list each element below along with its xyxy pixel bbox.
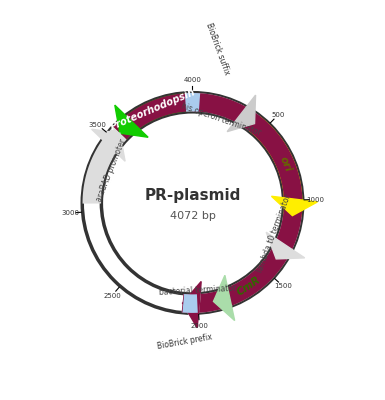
Text: PR-plasmid: PR-plasmid: [144, 188, 241, 203]
Polygon shape: [182, 292, 215, 313]
Polygon shape: [185, 93, 200, 112]
Polygon shape: [249, 116, 303, 217]
Text: BioBrick suffix: BioBrick suffix: [204, 22, 231, 76]
Polygon shape: [271, 196, 317, 216]
Text: araBAD promoter: araBAD promoter: [95, 138, 128, 203]
Text: lambda t0 terminator: lambda t0 terminator: [256, 193, 293, 274]
Polygon shape: [182, 282, 201, 328]
Polygon shape: [213, 275, 234, 320]
Text: 3500: 3500: [89, 122, 107, 128]
Text: 3000: 3000: [61, 210, 79, 216]
Polygon shape: [268, 214, 301, 264]
Text: araC: araC: [89, 224, 107, 252]
Polygon shape: [115, 105, 148, 137]
Text: 4072 bp: 4072 bp: [169, 211, 216, 221]
Text: BioBrick prefix: BioBrick prefix: [157, 332, 213, 351]
Text: ori: ori: [278, 156, 293, 174]
Polygon shape: [182, 294, 198, 313]
Text: 500: 500: [271, 112, 285, 118]
Text: CmR: CmR: [235, 275, 263, 298]
Polygon shape: [113, 93, 192, 140]
Polygon shape: [227, 95, 256, 132]
Polygon shape: [92, 129, 125, 161]
Text: 2500: 2500: [103, 292, 121, 298]
Text: Proteorhodopsin: Proteorhodopsin: [109, 87, 197, 132]
Polygon shape: [82, 127, 127, 204]
Text: 2000: 2000: [190, 322, 208, 328]
Text: bacterial terminator: bacterial terminator: [158, 284, 236, 297]
Polygon shape: [211, 254, 284, 310]
Text: 4000: 4000: [184, 77, 201, 83]
Text: 1500: 1500: [274, 283, 292, 289]
Polygon shape: [182, 282, 201, 328]
Polygon shape: [113, 93, 303, 313]
Text: 1000: 1000: [306, 196, 324, 202]
Text: his operon terminator: his operon terminator: [180, 102, 262, 138]
Polygon shape: [266, 232, 305, 259]
Polygon shape: [192, 93, 260, 131]
